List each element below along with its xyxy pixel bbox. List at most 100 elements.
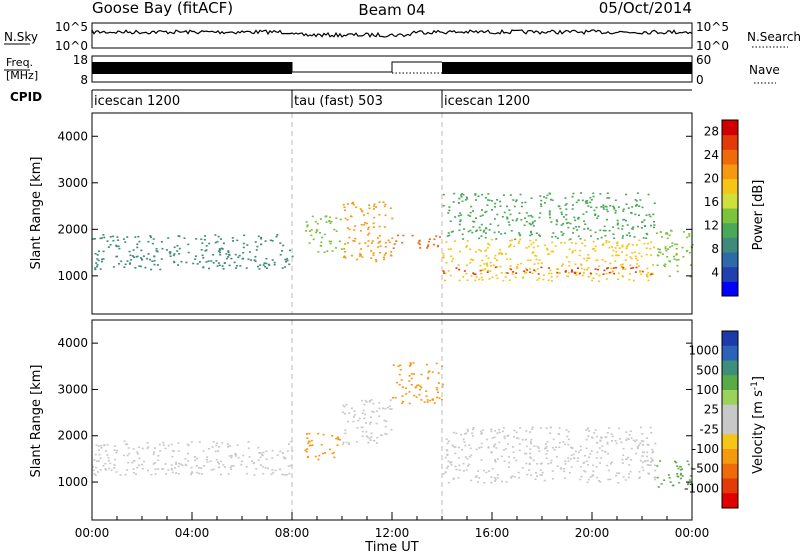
- heatmap-cell: [520, 205, 523, 208]
- heatmap-cell: [283, 457, 286, 460]
- heatmap-cell: [493, 231, 496, 234]
- heatmap-cell: [342, 203, 345, 206]
- heatmap-cell: [521, 467, 524, 469]
- heatmap-cell: [598, 274, 601, 277]
- heatmap-cell: [678, 481, 681, 484]
- heatmap-cell: [536, 475, 538, 477]
- heatmap-cell: [527, 215, 530, 217]
- heatmap-cell: [594, 231, 597, 234]
- heatmap-cell: [645, 214, 648, 216]
- heatmap-cell: [242, 454, 245, 457]
- heatmap-cell: [261, 454, 264, 457]
- heatmap-cell: [600, 436, 603, 438]
- heatmap-cell: [373, 439, 376, 442]
- heatmap-cell: [524, 438, 527, 441]
- colorbar-tick-label: 24: [704, 148, 719, 162]
- heatmap-cell: [465, 432, 468, 435]
- heatmap-cell: [540, 474, 543, 476]
- velocity-data: [92, 320, 693, 520]
- heatmap-cell: [595, 273, 598, 275]
- heatmap-cell: [442, 255, 445, 257]
- heatmap-cell: [93, 472, 96, 475]
- heatmap-cell: [451, 230, 454, 233]
- heatmap-cell: [200, 238, 203, 241]
- heatmap-cell: [466, 457, 469, 460]
- heatmap-cell: [435, 235, 438, 237]
- heatmap-cell: [648, 213, 651, 216]
- heatmap-cell: [566, 435, 569, 438]
- heatmap-cell: [486, 271, 489, 273]
- heatmap-cell: [214, 241, 217, 244]
- heatmap-cell: [461, 448, 464, 451]
- heatmap-cell: [527, 245, 530, 248]
- heatmap-cell: [564, 271, 567, 273]
- heatmap-cell: [420, 386, 423, 389]
- heatmap-cell: [462, 438, 465, 441]
- noise-left-label: N.Sky: [4, 30, 38, 44]
- freq-tick-top: 18: [73, 53, 88, 67]
- heatmap-cell: [478, 278, 481, 281]
- heatmap-cell: [609, 478, 612, 481]
- heatmap-cell: [665, 232, 668, 234]
- heatmap-cell: [257, 459, 260, 461]
- heatmap-cell: [368, 204, 371, 206]
- heatmap-cell: [647, 464, 650, 466]
- colorbar-frame: [721, 119, 739, 297]
- heatmap-cell: [516, 263, 519, 266]
- heatmap-cell: [405, 387, 408, 390]
- colorbar-swatch: [722, 252, 738, 268]
- heatmap-cell: [617, 278, 620, 281]
- heatmap-cell: [233, 261, 236, 264]
- heatmap-cell: [342, 411, 344, 413]
- heatmap-cell: [154, 447, 156, 449]
- heatmap-cell: [458, 457, 460, 459]
- heatmap-cell: [439, 236, 441, 238]
- heatmap-cell: [420, 399, 423, 401]
- heatmap-cell: [621, 237, 624, 239]
- heatmap-cell: [393, 243, 396, 245]
- heatmap-cell: [212, 468, 215, 471]
- heatmap-cell: [265, 257, 268, 260]
- heatmap-cell: [587, 464, 590, 466]
- heatmap-cell: [558, 272, 561, 275]
- heatmap-cell: [220, 473, 222, 476]
- heatmap-cell: [457, 215, 460, 217]
- heatmap-cell: [602, 204, 605, 207]
- heatmap-cell: [350, 215, 352, 217]
- heatmap-cell: [483, 263, 486, 265]
- heatmap-cell: [479, 215, 482, 217]
- heatmap-cell: [681, 246, 684, 249]
- heatmap-cell: [518, 476, 520, 479]
- heatmap-cell: [257, 446, 260, 449]
- heatmap-cell: [190, 473, 193, 476]
- heatmap-cell: [625, 431, 628, 433]
- heatmap-cell: [683, 231, 685, 233]
- heatmap-cell: [250, 259, 253, 261]
- heatmap-cell: [306, 433, 308, 435]
- heatmap-cell: [508, 224, 511, 226]
- heatmap-cell: [114, 458, 117, 461]
- heatmap-cell: [433, 402, 436, 404]
- heatmap-cell: [460, 194, 463, 196]
- heatmap-cell: [99, 469, 102, 471]
- heatmap-cell: [333, 456, 336, 459]
- heatmap-cell: [628, 473, 630, 475]
- heatmap-cell: [633, 236, 636, 238]
- heatmap-cell: [258, 268, 261, 270]
- heatmap-cell: [634, 255, 637, 258]
- heatmap-cell: [286, 258, 289, 260]
- heatmap-cell: [194, 255, 197, 257]
- heatmap-cell: [496, 199, 499, 201]
- heatmap-cell: [539, 235, 541, 237]
- heatmap-cell: [128, 250, 131, 253]
- heatmap-cell: [98, 453, 101, 456]
- heatmap-cell: [100, 444, 103, 447]
- heatmap-cell: [379, 245, 382, 247]
- heatmap-cell: [147, 469, 149, 472]
- ytick-label: 1000: [57, 475, 88, 489]
- cpid-label: CPID: [10, 90, 42, 104]
- heatmap-cell: [310, 439, 313, 442]
- heatmap-cell: [365, 422, 367, 424]
- heatmap-cell: [276, 454, 279, 456]
- heatmap-cell: [487, 199, 489, 201]
